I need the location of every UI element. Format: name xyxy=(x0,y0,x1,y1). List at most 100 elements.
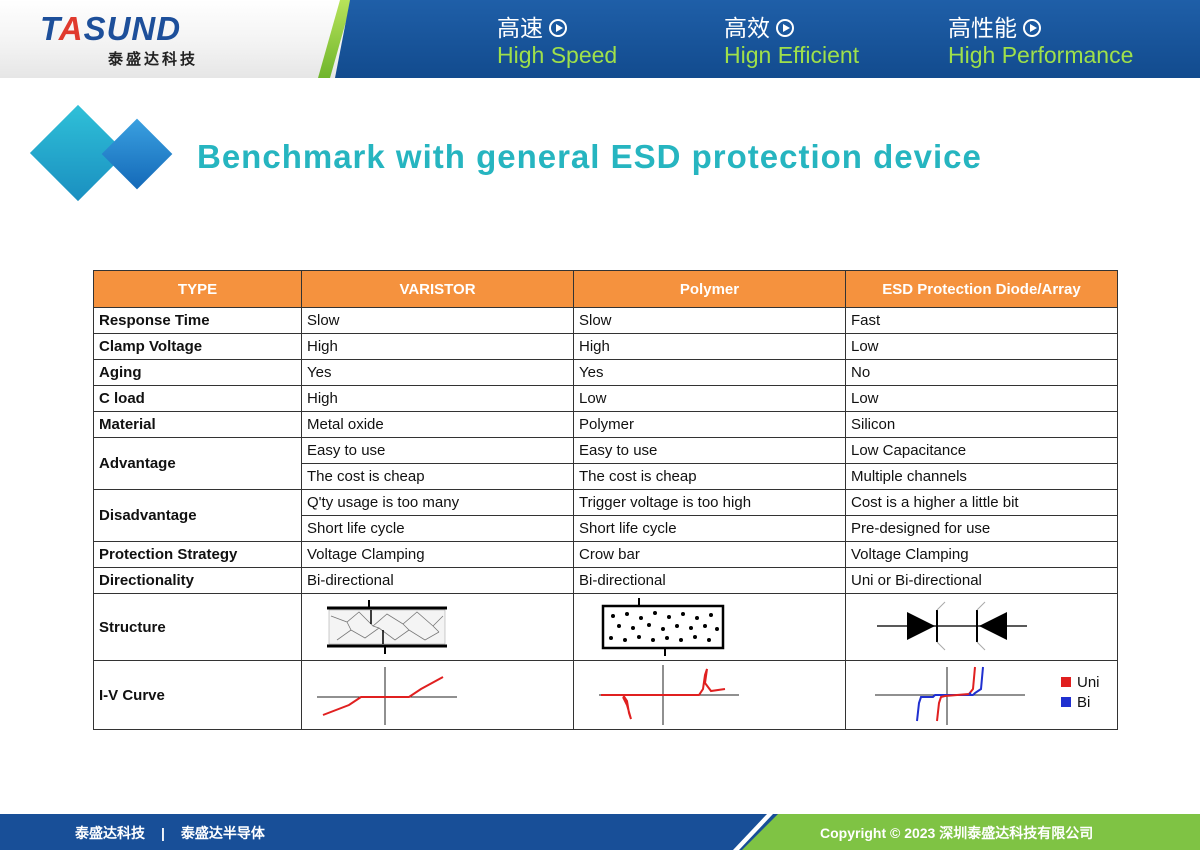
slogan-cn: 高效 xyxy=(724,15,770,41)
table-row: Protection Strategy Voltage Clamping Cro… xyxy=(93,541,1118,568)
table-cell: Pre-designed for use xyxy=(845,515,1118,542)
polymer-iv-curve xyxy=(599,665,739,725)
row-label: Directionality xyxy=(93,567,302,594)
table-cell: Uni or Bi-directional xyxy=(845,567,1118,594)
table-cell: Bi-directional xyxy=(573,567,846,594)
table-cell: Low xyxy=(845,385,1118,412)
table-row: Material Metal oxide Polymer Silicon xyxy=(93,411,1118,438)
row-label: Aging xyxy=(93,359,302,386)
slogan-cn: 高速 xyxy=(497,15,543,41)
table-cell: High xyxy=(301,385,574,412)
header-left-panel xyxy=(0,0,345,78)
table-row: Short life cycle Short life cycle Pre-de… xyxy=(94,515,1118,542)
table-cell: No xyxy=(845,359,1118,386)
polymer-structure-icon xyxy=(601,598,725,656)
footer: 泰盛达科技 | 泰盛达半导体 Copyright © 2023 深圳泰盛达科技有限公… xyxy=(0,814,1200,850)
table-row: Structure xyxy=(93,593,1118,661)
table-row: Advantage Easy to use Easy to use Low Ca… xyxy=(93,437,1118,490)
slogan-cn: 高性能 xyxy=(948,15,1017,41)
table-cell: High xyxy=(301,333,574,360)
slogan-en: Hign Efficient xyxy=(724,42,860,68)
table-cell: Cost is a higher a little bit xyxy=(845,489,1118,516)
polymer-structure-cell xyxy=(573,593,846,661)
column-header: ESD Protection Diode/Array xyxy=(845,270,1118,308)
table-cell: Voltage Clamping xyxy=(845,541,1118,568)
row-label: Structure xyxy=(93,593,302,661)
table-row: Directionality Bi-directional Bi-directi… xyxy=(93,567,1118,594)
table-cell: Trigger voltage is too high xyxy=(573,489,846,516)
table-cell: Easy to use xyxy=(573,437,846,464)
table-cell: Crow bar xyxy=(573,541,846,568)
footer-copyright: Copyright © 2023 深圳泰盛达科技有限公司 xyxy=(820,825,1094,841)
row-label: C load xyxy=(93,385,302,412)
footer-company-1: 泰盛达科技 xyxy=(75,825,145,841)
table-cell: Low xyxy=(573,385,846,412)
table-row: I-V Curve xyxy=(93,660,1118,730)
table-row: C load High Low Low xyxy=(93,385,1118,412)
row-label: I-V Curve xyxy=(93,660,302,730)
table-cell: Yes xyxy=(301,359,574,386)
play-circle-icon xyxy=(549,19,567,37)
table-cell: Multiple channels xyxy=(845,463,1118,490)
row-label: Disadvantage xyxy=(93,489,302,542)
diode-structure-cell xyxy=(845,593,1118,661)
table-cell: Metal oxide xyxy=(301,411,574,438)
legend-swatch-uni xyxy=(1061,677,1071,687)
play-circle-icon xyxy=(1023,19,1041,37)
table-cell: Short life cycle xyxy=(301,515,574,542)
table-cell: Short life cycle xyxy=(573,515,846,542)
table-cell: Slow xyxy=(301,307,574,334)
legend-label-uni: Uni xyxy=(1077,674,1100,691)
slogan-high-efficient: 高效 Hign Efficient xyxy=(724,14,859,68)
table-cell: Low Capacitance xyxy=(845,437,1118,464)
table-row: Disadvantage Q'ty usage is too many Trig… xyxy=(93,489,1118,542)
table-cell: Bi-directional xyxy=(301,567,574,594)
slogan-high-performance: 高性能 High Performance xyxy=(948,14,1133,68)
diode-iv-cell: Uni Bi xyxy=(845,660,1118,730)
company-logo: TASUND 泰盛达科技 xyxy=(40,10,240,70)
table-cell: Low xyxy=(845,333,1118,360)
varistor-structure-icon xyxy=(327,600,447,654)
diode-iv-curve: Uni Bi xyxy=(875,666,1100,725)
column-header: TYPE xyxy=(93,270,302,308)
footer-blue-band xyxy=(0,814,790,850)
legend-swatch-bi xyxy=(1061,697,1071,707)
slogan-en: High Performance xyxy=(948,42,1134,68)
diode-structure-icon xyxy=(877,601,1027,651)
polymer-iv-cell xyxy=(573,660,846,730)
header: TASUND 泰盛达科技 高速 High Speed 高效 Hign Effic… xyxy=(0,0,1200,78)
varistor-iv-curve xyxy=(317,667,457,725)
diamond-shape xyxy=(101,118,173,190)
footer-separator: | xyxy=(161,825,165,841)
slogan-high-speed: 高速 High Speed xyxy=(497,14,617,68)
table-row: Response Time Slow Slow Fast xyxy=(93,307,1118,334)
legend-label-bi: Bi xyxy=(1077,694,1090,711)
table-cell: Voltage Clamping xyxy=(301,541,574,568)
slogan-en: High Speed xyxy=(497,42,618,68)
logo-subtitle: 泰盛达科技 xyxy=(108,51,199,68)
column-header: VARISTOR xyxy=(301,270,574,308)
table-cell: Slow xyxy=(573,307,846,334)
table-row: The cost is cheap The cost is cheap Mult… xyxy=(94,463,1118,490)
table-cell: The cost is cheap xyxy=(301,463,574,490)
row-label: Advantage xyxy=(93,437,302,490)
table-row: Clamp Voltage High High Low xyxy=(93,333,1118,360)
page-title: Benchmark with general ESD protection de… xyxy=(197,138,982,175)
table-cell: Fast xyxy=(845,307,1118,334)
footer-green-band xyxy=(742,814,1200,850)
row-label: Clamp Voltage xyxy=(93,333,302,360)
table-cell: Q'ty usage is too many xyxy=(301,489,574,516)
table-header-row: TYPE VARISTOR Polymer ESD Protection Dio… xyxy=(93,270,1118,308)
benchmark-table: TYPE VARISTOR Polymer ESD Protection Dio… xyxy=(93,270,1118,730)
play-circle-icon xyxy=(776,19,794,37)
table-cell: Polymer xyxy=(573,411,846,438)
table-cell: High xyxy=(573,333,846,360)
table-cell: Silicon xyxy=(845,411,1118,438)
varistor-iv-cell xyxy=(301,660,574,730)
table-cell: The cost is cheap xyxy=(573,463,846,490)
logo-wordmark: TASUND xyxy=(40,10,182,47)
row-label: Protection Strategy xyxy=(93,541,302,568)
decorative-diamonds xyxy=(29,104,180,210)
table-cell: Easy to use xyxy=(301,437,574,464)
table-row: Aging Yes Yes No xyxy=(93,359,1118,386)
